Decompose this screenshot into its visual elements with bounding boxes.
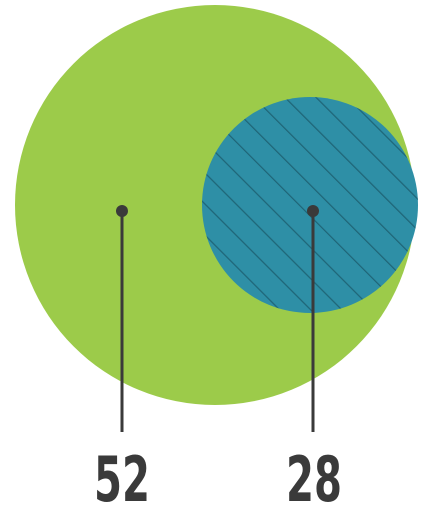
inner-value-label: 28: [286, 443, 342, 508]
outer-value-label: 52: [94, 443, 150, 508]
inner-marker-dot: [307, 205, 319, 217]
outer-marker-dot: [116, 205, 128, 217]
